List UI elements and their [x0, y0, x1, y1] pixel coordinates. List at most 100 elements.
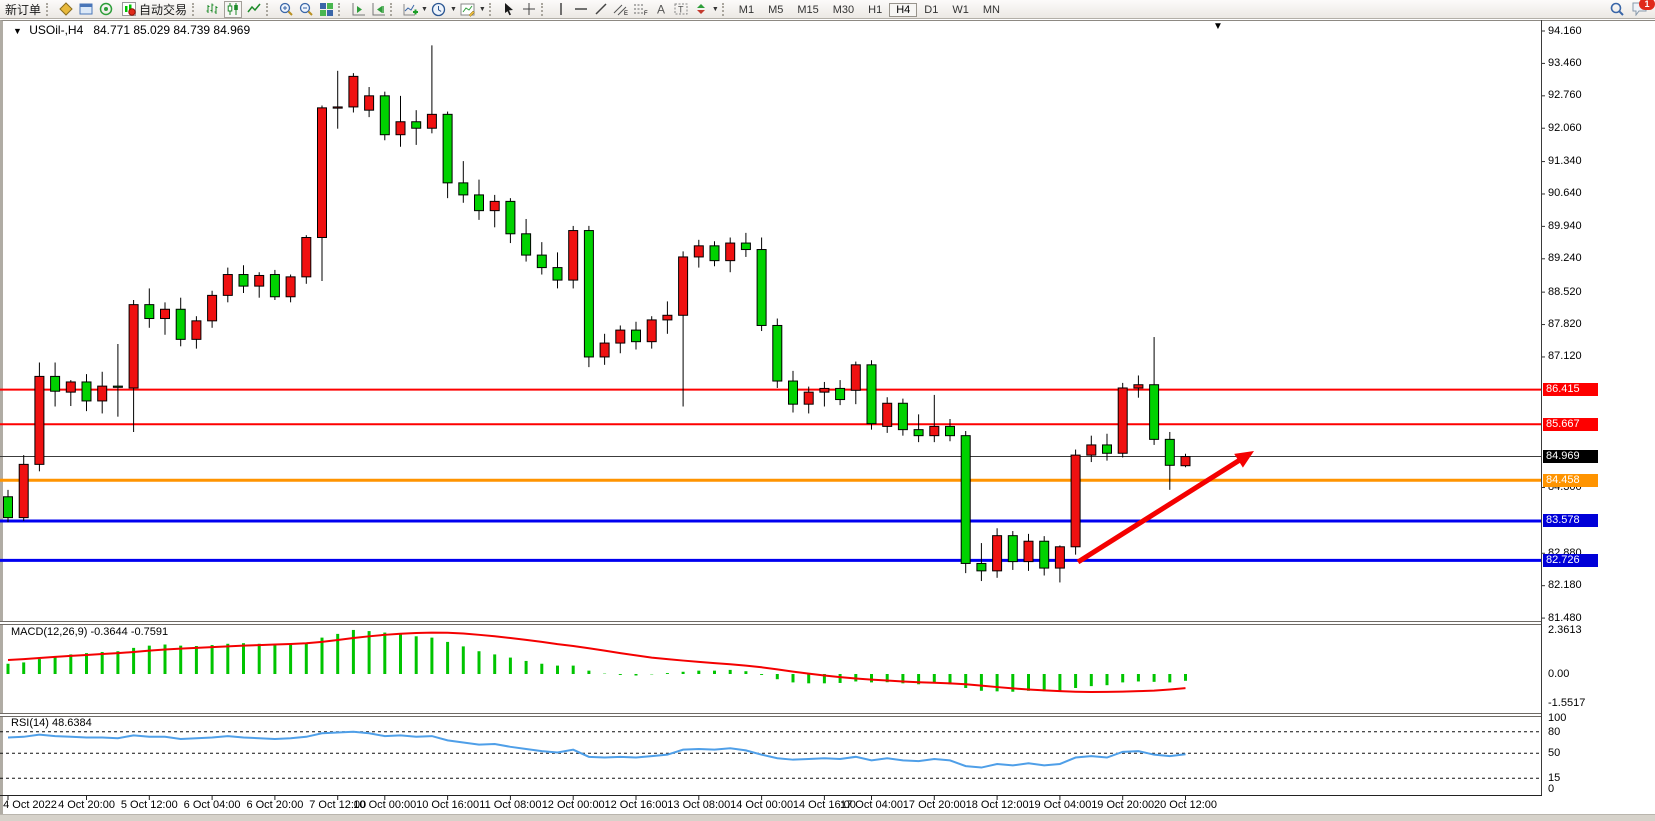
timeframe-button-M1[interactable]: M1 — [738, 4, 755, 16]
indicators-caret-icon[interactable]: ▼ — [421, 5, 428, 13]
candlestick-chart-icon[interactable] — [224, 0, 243, 18]
templates-caret-icon[interactable]: ▼ — [478, 5, 486, 13]
time-tick-label: 7 Oct 12:00 — [309, 799, 367, 811]
candles-layer — [3, 45, 1191, 583]
timeframe-toolbar: M1 M5 M15 M30 H1 H4 D1 W1 MN — [732, 0, 1007, 18]
price-tick-label: 92.760 — [1548, 89, 1582, 102]
toolbar-grip[interactable] — [338, 2, 344, 16]
time-tick-label: 19 Oct 20:00 — [1091, 799, 1155, 811]
line-chart-icon[interactable] — [246, 2, 262, 17]
market-watch-icon[interactable] — [98, 2, 114, 17]
horizontal-line-icon[interactable] — [573, 2, 589, 17]
trendline-icon[interactable] — [593, 2, 609, 17]
price-line-label: 84.969 — [1543, 450, 1598, 464]
price-axis-line — [1541, 20, 1542, 795]
price-tick-label: 92.060 — [1548, 121, 1582, 134]
price-line-label: 82.726 — [1543, 553, 1598, 567]
search-icon[interactable] — [1609, 1, 1625, 16]
timeframe-button-MN[interactable]: MN — [982, 4, 1000, 16]
rsi-axis-label: 50 — [1548, 747, 1561, 760]
ohlc-readout: 84.771 85.029 84.739 84.969 — [93, 23, 251, 37]
price-tick-label: 93.460 — [1548, 56, 1582, 69]
cursor-icon[interactable] — [501, 2, 517, 17]
timeframe-button-W1[interactable]: W1 — [952, 4, 969, 16]
crosshair-icon[interactable] — [521, 2, 537, 17]
new-chart-icon[interactable] — [58, 2, 74, 17]
pane-separator[interactable] — [0, 713, 1542, 717]
time-tick-label: 13 Oct 08:00 — [667, 799, 731, 811]
time-tick-label: 12 Oct 00:00 — [541, 799, 605, 811]
chart-plot-area[interactable] — [3, 20, 1541, 795]
chart-shift-marker[interactable]: ▼ — [1213, 21, 1223, 32]
timeframe-button-H4[interactable]: H4 — [889, 3, 918, 17]
notifications-icon[interactable]: 1 — [1629, 0, 1655, 16]
auto-trading-button[interactable]: 自动交易 — [116, 1, 190, 18]
macd-axis-label: -1.5517 — [1548, 696, 1586, 709]
periods-caret-icon[interactable]: ▼ — [449, 5, 457, 13]
rsi-indicator-label: RSI(14) 48.6384 — [11, 717, 92, 729]
timeframe-button-D1[interactable]: D1 — [924, 4, 939, 16]
toolbar-grip[interactable] — [721, 2, 728, 16]
notification-badge: 1 — [1639, 0, 1655, 10]
tile-windows-icon[interactable] — [318, 2, 334, 17]
zoom-out-icon[interactable] — [298, 2, 314, 17]
level-lines-layer — [0, 388, 1541, 562]
timeframe-button-M15[interactable]: M15 — [797, 4, 819, 16]
time-tick-label: 5 Oct 12:00 — [120, 799, 178, 811]
trend-arrow-head — [1234, 451, 1254, 468]
price-tick-label: 90.640 — [1548, 187, 1582, 200]
time-axis-line — [0, 795, 1542, 796]
trend-arrow — [1076, 454, 1247, 565]
time-tick-label: 6 Oct 04:00 — [183, 799, 241, 811]
time-tick-label: 6 Oct 20:00 — [246, 799, 304, 811]
auto-scroll-icon[interactable] — [350, 2, 366, 17]
rsi-axis-label: 80 — [1548, 725, 1561, 738]
timeframe-button-M5[interactable]: M5 — [768, 4, 784, 16]
toolbar-grip[interactable] — [192, 2, 198, 16]
chart-window — [0, 20, 1655, 815]
macd-axis-label: 0.00 — [1548, 668, 1570, 680]
price-line-label: 83.578 — [1543, 514, 1598, 528]
macd-axis-label: 2.3613 — [1548, 623, 1582, 636]
profiles-icon[interactable] — [78, 2, 94, 17]
templates-icon[interactable] — [460, 2, 476, 17]
timeframe-button-M30[interactable]: M30 — [832, 4, 855, 16]
vertical-line-icon[interactable] — [553, 2, 569, 17]
svg-text:F: F — [644, 11, 648, 16]
periods-icon[interactable] — [431, 2, 447, 17]
channel-icon[interactable]: E — [613, 2, 629, 17]
timeframe-button-H1[interactable]: H1 — [868, 4, 883, 16]
toolbar-grip[interactable] — [390, 2, 396, 16]
time-tick-label: 14 Oct 16:00 — [792, 799, 856, 811]
toolbar-grip[interactable] — [46, 2, 52, 16]
bar-chart-icon[interactable] — [204, 2, 220, 17]
time-tick-label: 4 Oct 2022 — [3, 799, 57, 811]
toolbar-grip[interactable] — [540, 2, 547, 16]
text-icon[interactable]: A — [653, 2, 669, 17]
indicators-icon[interactable] — [402, 2, 418, 17]
time-tick-label: 20 Oct 12:00 — [1154, 799, 1217, 811]
toolbar-grip[interactable] — [266, 2, 272, 16]
fibonacci-icon[interactable]: F — [633, 2, 649, 17]
arrows-caret-icon[interactable]: ▼ — [711, 5, 719, 13]
zoom-in-icon[interactable] — [278, 2, 294, 17]
symbol-period-label: USOil-,H4 — [29, 23, 84, 37]
price-line-label: 84.458 — [1543, 473, 1598, 487]
macd-pane — [6, 629, 1187, 694]
svg-text:A: A — [657, 3, 665, 17]
time-tick-label: 12 Oct 16:00 — [604, 799, 668, 811]
price-tick-label: 87.120 — [1548, 350, 1582, 363]
chart-shift-icon[interactable] — [370, 2, 386, 17]
time-tick-label: 10 Oct 00:00 — [353, 799, 417, 811]
toolbar-grip[interactable] — [488, 2, 495, 16]
chevron-down-icon[interactable]: ▼ — [13, 26, 22, 36]
rsi-axis-label: 0 — [1548, 783, 1555, 795]
new-order-button[interactable]: 新订单 — [5, 2, 42, 17]
arrows-icon[interactable] — [693, 2, 709, 17]
text-label-icon[interactable]: T — [673, 2, 689, 17]
rsi-pane — [0, 730, 1541, 779]
pane-separator[interactable] — [0, 621, 1542, 625]
price-tick-label: 81.480 — [1548, 611, 1582, 624]
